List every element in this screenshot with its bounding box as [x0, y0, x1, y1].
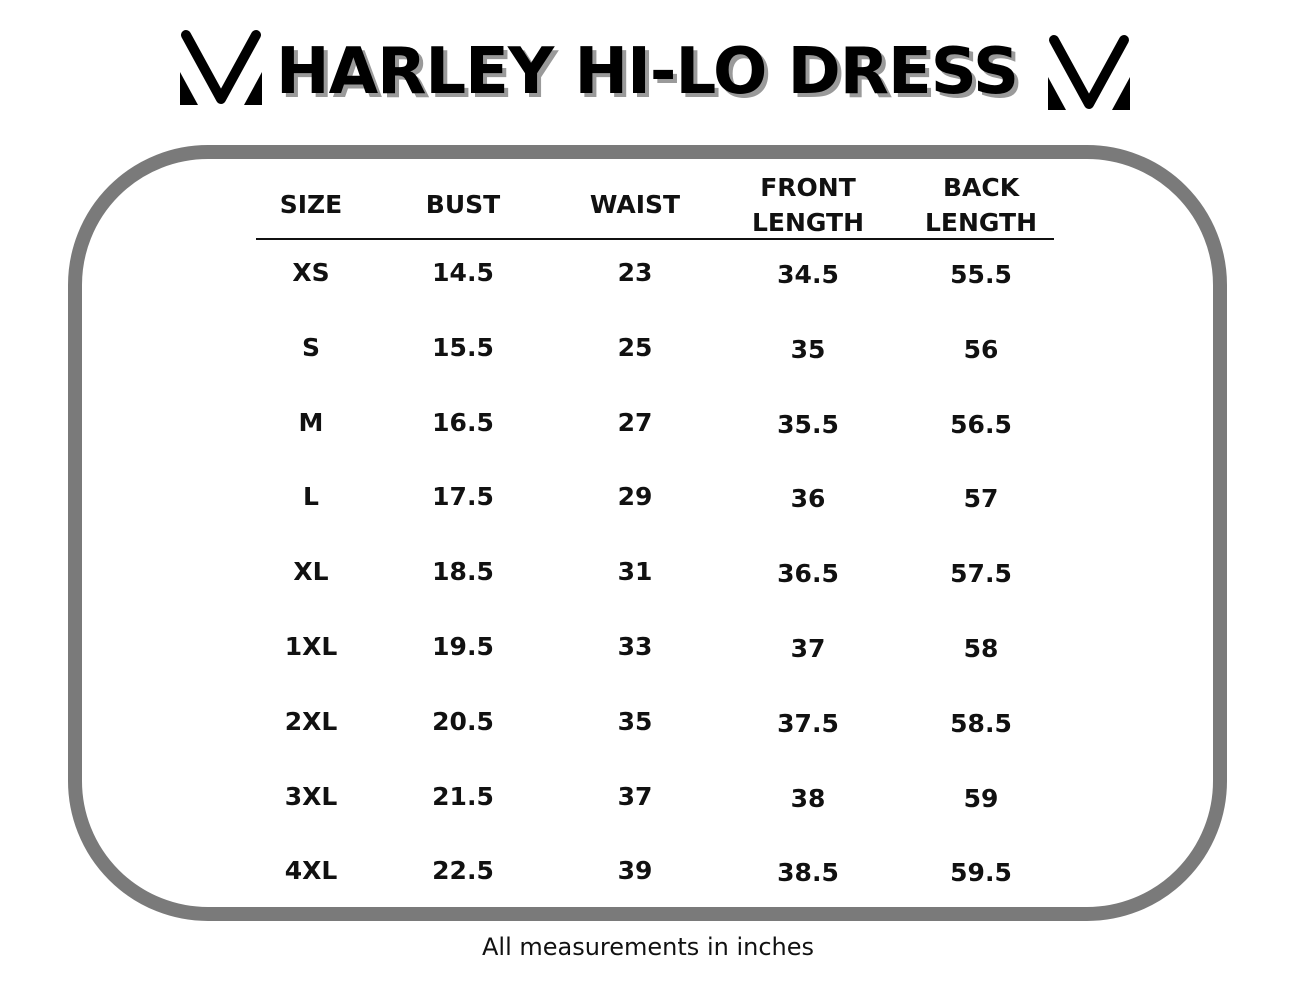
header: HARLEY HI-LO DRESS	[0, 22, 1296, 117]
measurement-cell: 23	[617, 258, 653, 287]
measurement-cell: 57	[963, 484, 999, 514]
header-line: FRONT	[760, 173, 856, 202]
measurement-cell: 38	[790, 783, 826, 813]
header-divider	[256, 238, 1054, 240]
measurement-cell: 27	[617, 407, 653, 437]
size-label: M	[298, 407, 324, 437]
measurement-cell: 18.5	[432, 557, 494, 587]
measurement-cell: 35.5	[777, 409, 839, 439]
measurement-cell: 19.5	[432, 632, 494, 661]
size-label: S	[301, 332, 320, 362]
header-line: BACK	[942, 173, 1020, 202]
measurement-cell: 14.5	[432, 258, 494, 287]
column-header: BUST	[373, 187, 553, 222]
size-label: L	[303, 482, 319, 512]
measurement-cell: 20.5	[432, 706, 494, 736]
measurement-cell: 58.5	[950, 708, 1012, 738]
measurement-cell: 17.5	[432, 482, 494, 512]
measurement-cell: 38.5	[777, 858, 839, 888]
measurement-cell: 58	[963, 634, 999, 663]
measurement-cell: 15.5	[432, 332, 494, 362]
measurement-cell: 37	[617, 781, 653, 811]
measurement-cell: 25	[617, 332, 653, 362]
page-title: HARLEY HI-LO DRESS	[276, 35, 1019, 109]
brand-logo-icon	[180, 30, 262, 105]
column-header: SIZE	[221, 187, 401, 222]
measurement-cell: 36.5	[777, 559, 839, 589]
column-header: BACK LENGTH	[891, 170, 1071, 240]
size-label: 4XL	[284, 856, 338, 886]
measurement-cell: 56.5	[950, 409, 1012, 439]
brand-logo-icon	[1048, 35, 1130, 110]
measurement-cell: 21.5	[432, 781, 494, 811]
size-label: 3XL	[284, 781, 338, 811]
measurement-cell: 39	[617, 856, 653, 886]
measurement-cell: 16.5	[432, 407, 494, 437]
measurement-cell: 22.5	[432, 856, 494, 886]
size-label: XL	[293, 557, 329, 587]
measurement-cell: 56	[963, 334, 999, 364]
measurement-cell: 36	[790, 484, 826, 514]
footnote: All measurements in inches	[481, 933, 814, 961]
header-line: LENGTH	[752, 208, 864, 237]
size-label: 2XL	[284, 706, 338, 736]
measurement-cell: 34.5	[777, 260, 839, 289]
size-label: 1XL	[284, 632, 338, 661]
size-chart-frame	[68, 145, 1227, 921]
measurement-cell: 37	[790, 634, 826, 663]
column-header: FRONT LENGTH	[718, 170, 898, 240]
measurement-cell: 57.5	[950, 559, 1012, 589]
size-label: XS	[292, 258, 330, 287]
measurement-cell: 29	[617, 482, 653, 512]
measurement-cell: 35	[790, 334, 826, 364]
header-line: WAIST	[589, 190, 681, 219]
measurement-cell: 55.5	[950, 260, 1012, 289]
measurement-cell: 59	[963, 783, 999, 813]
measurement-cell: 59.5	[950, 858, 1012, 888]
column-header: WAIST	[545, 187, 725, 222]
measurement-cell: 35	[617, 706, 653, 736]
measurement-cell: 31	[617, 557, 653, 587]
measurement-cell: 33	[617, 632, 653, 661]
header-line: SIZE	[279, 190, 343, 219]
measurement-cell: 37.5	[777, 708, 839, 738]
header-line: LENGTH	[925, 208, 1037, 237]
header-line: BUST	[425, 190, 501, 219]
